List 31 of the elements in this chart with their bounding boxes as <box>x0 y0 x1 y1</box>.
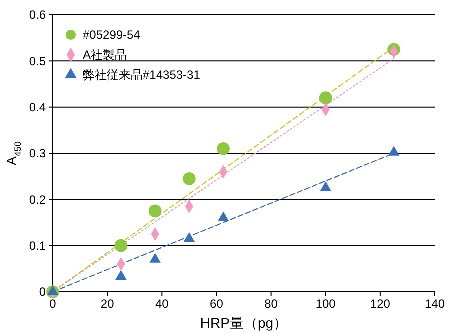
point <box>184 232 196 242</box>
x-tick-label: 140 <box>424 297 446 311</box>
point <box>47 285 59 296</box>
x-axis-title: HRP量（pg） <box>200 315 288 331</box>
x-tick-label: 40 <box>155 297 170 311</box>
x-tick-label: 120 <box>370 297 391 311</box>
x-tick-label: 20 <box>100 297 115 311</box>
point <box>319 92 332 105</box>
y-tick-label: 0.1 <box>29 239 46 254</box>
point <box>218 212 230 222</box>
point <box>114 239 128 252</box>
x-tick-label: 0 <box>50 297 57 311</box>
point <box>150 253 161 263</box>
point <box>148 204 162 218</box>
point <box>388 146 400 156</box>
x-tick-label: 100 <box>316 297 336 311</box>
y-tick-label: 0.2 <box>29 192 46 207</box>
point <box>182 172 196 186</box>
y-tick-label: 0.6 <box>29 8 46 22</box>
point <box>320 182 332 192</box>
legend-label: A社製品 <box>83 48 128 62</box>
point <box>116 270 127 280</box>
legend-label: #05299-54 <box>83 28 141 42</box>
y-tick-label: 0.5 <box>29 54 46 68</box>
x-tick-label: 80 <box>264 297 278 311</box>
point <box>217 142 230 156</box>
x-tick-label: 60 <box>210 297 224 311</box>
y-tick-label: 0 <box>39 285 46 300</box>
y-tick-label: 0.4 <box>29 100 46 115</box>
legend-label: 弊社従来品#14353-31 <box>83 68 201 82</box>
y-tick-label: 0.3 <box>29 146 46 161</box>
